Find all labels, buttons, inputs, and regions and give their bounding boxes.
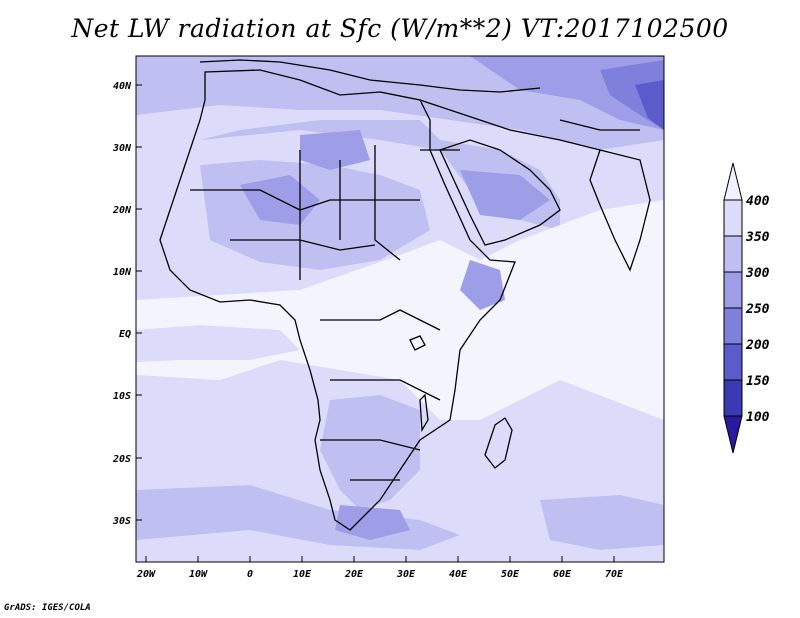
colorbar-segment [723, 235, 743, 273]
lon-label: 70E [605, 569, 624, 580]
lat-label: 10S [113, 391, 131, 402]
lon-label: 0 [247, 569, 253, 580]
lat-label: 20S [112, 454, 131, 465]
lat-label: 30S [112, 516, 131, 527]
grads-credit: GrADS: IGES/COLA [4, 603, 91, 613]
lat-label: EQ [119, 329, 131, 340]
colorbar-segment [723, 271, 743, 309]
lat-label: 20N [112, 205, 132, 216]
latitude-axis: 40N 30N 20N 10N EQ 10S 20S 30S [112, 81, 142, 527]
colorbar-segment [723, 307, 743, 345]
colorbar: 400 350 300 250 200 150 100 [723, 162, 770, 454]
colorbar-top-arrow [723, 162, 743, 201]
lon-label: 10W [189, 569, 208, 580]
lon-label: 50E [501, 569, 520, 580]
lat-label: 30N [112, 143, 132, 154]
radiation-field [136, 56, 664, 562]
colorbar-segment [723, 343, 743, 381]
lon-label: 20E [344, 569, 364, 580]
map-frame [135, 55, 665, 563]
colorbar-label: 250 [745, 302, 770, 317]
lat-label: 40N [113, 81, 132, 92]
colorbar-bottom-arrow [723, 415, 743, 454]
lon-label: 20W [136, 569, 156, 580]
colorbar-label: 150 [746, 374, 770, 389]
colorbar-label: 400 [746, 194, 770, 209]
colorbar-segment [723, 379, 743, 417]
colorbar-label: 100 [746, 410, 770, 425]
lon-label: 60E [553, 569, 572, 580]
colorbar-label: 200 [745, 338, 770, 353]
lon-label: 30E [396, 569, 416, 580]
colorbar-segment [723, 199, 743, 237]
lon-label: 10E [293, 569, 312, 580]
lat-label: 10N [113, 267, 132, 278]
map-title: Net LW radiation at Sfc (W/m**2) VT:2017… [71, 14, 729, 43]
longitude-axis: 20W 10W 0 10E 20E 30E 40E 50E 60E 70E [136, 556, 624, 580]
colorbar-label: 300 [745, 266, 770, 281]
colorbar-label: 350 [745, 230, 770, 245]
lon-label: 40E [449, 569, 468, 580]
coastlines [159, 59, 651, 531]
